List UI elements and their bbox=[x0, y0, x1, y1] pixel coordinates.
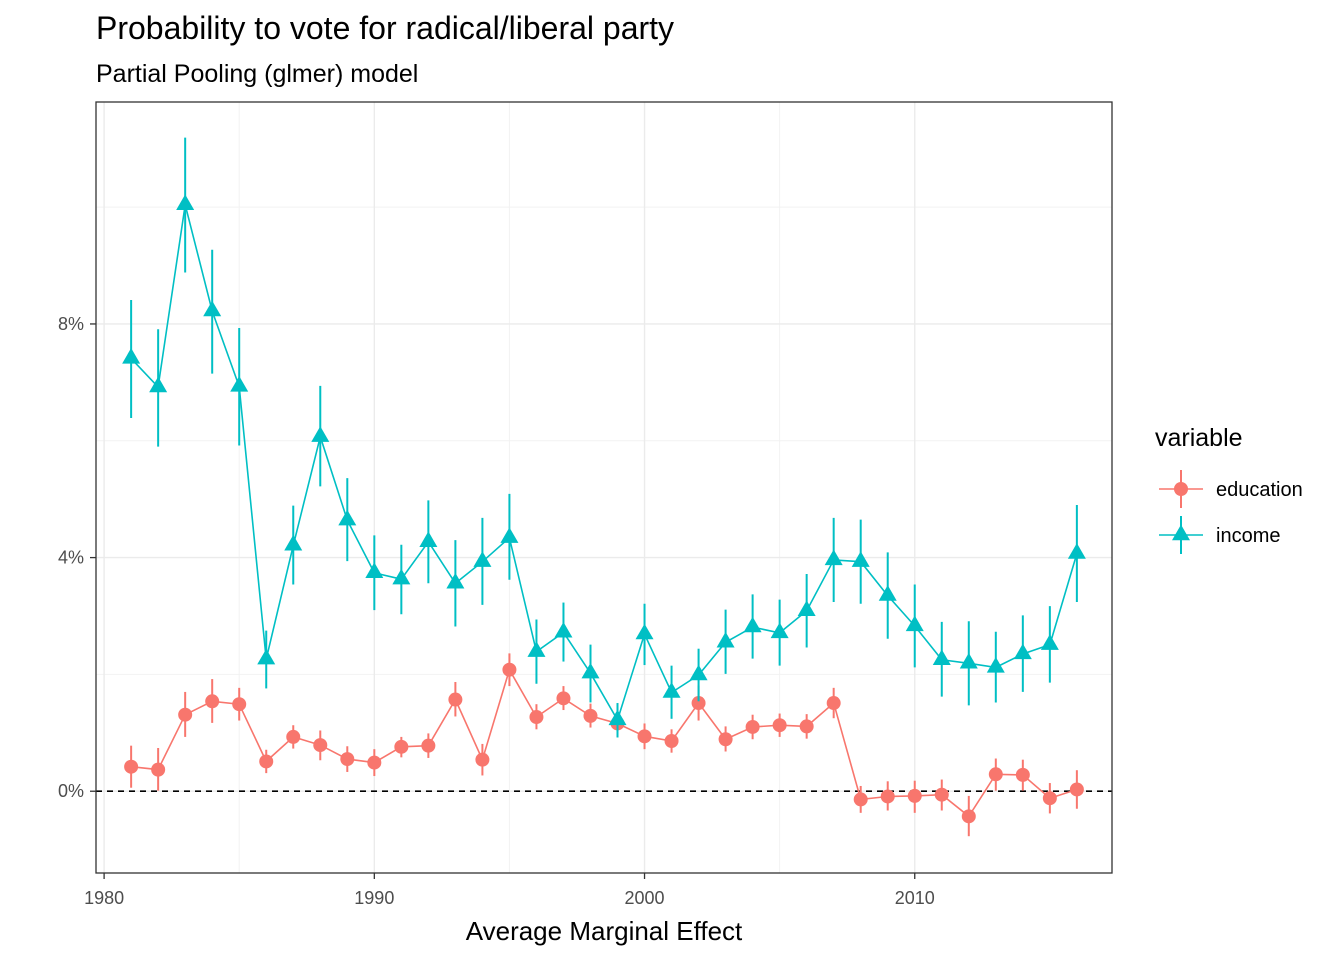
income-point bbox=[662, 682, 681, 698]
income-point bbox=[932, 649, 951, 666]
income-point bbox=[473, 551, 492, 567]
income-point bbox=[122, 348, 141, 364]
income-point bbox=[176, 194, 195, 210]
education-point bbox=[502, 662, 517, 677]
series-education bbox=[124, 653, 1084, 837]
education-point bbox=[745, 719, 760, 734]
education-point bbox=[826, 696, 841, 711]
income-point bbox=[1040, 634, 1059, 650]
income-point bbox=[365, 562, 384, 578]
education-point bbox=[664, 733, 679, 748]
legend-key-point bbox=[1172, 524, 1190, 541]
income-point bbox=[716, 631, 735, 648]
education-point bbox=[961, 809, 976, 824]
education-point bbox=[1015, 767, 1030, 782]
x-tick-label: 2000 bbox=[625, 888, 665, 908]
education-point bbox=[907, 788, 922, 803]
x-axis-title: Average Marginal Effect bbox=[466, 916, 743, 946]
education-point bbox=[124, 759, 139, 774]
axes: 0% 4% 8% 1980 1990 2000 2010 bbox=[58, 314, 935, 908]
legend-key-point bbox=[1174, 482, 1188, 496]
series-income bbox=[122, 137, 1086, 738]
income-point bbox=[905, 615, 924, 632]
income-point bbox=[500, 527, 519, 543]
income-point bbox=[392, 568, 411, 585]
education-point bbox=[880, 789, 895, 804]
income-point bbox=[959, 652, 978, 669]
education-point bbox=[529, 710, 544, 725]
income-point bbox=[770, 622, 789, 639]
y-tick-label: 8% bbox=[58, 314, 84, 334]
education-point bbox=[151, 762, 166, 777]
education-point bbox=[367, 755, 382, 770]
income-point bbox=[419, 531, 438, 548]
income-point bbox=[446, 572, 465, 589]
education-point bbox=[1042, 791, 1057, 806]
income-point bbox=[689, 664, 708, 681]
income-point bbox=[986, 657, 1005, 673]
income-point bbox=[878, 585, 897, 601]
income-point bbox=[824, 549, 843, 566]
education-point bbox=[799, 719, 814, 734]
y-tick-label: 4% bbox=[58, 548, 84, 568]
legend-label: education bbox=[1216, 479, 1303, 501]
series-layer bbox=[122, 137, 1086, 837]
education-point bbox=[1069, 782, 1084, 797]
legend-title: variable bbox=[1155, 424, 1243, 452]
education-point bbox=[421, 738, 436, 753]
education-point bbox=[394, 739, 409, 754]
x-tick-label: 1990 bbox=[354, 888, 394, 908]
education-point bbox=[205, 694, 220, 709]
income-point bbox=[743, 616, 762, 633]
education-point bbox=[340, 752, 355, 767]
income-line bbox=[130, 204, 1078, 722]
education-point bbox=[259, 754, 274, 769]
education-point bbox=[448, 692, 463, 707]
x-tick-label: 2010 bbox=[895, 888, 935, 908]
income-point bbox=[149, 376, 168, 393]
income-point bbox=[635, 623, 654, 640]
income-point bbox=[338, 509, 357, 526]
education-point bbox=[583, 708, 598, 723]
income-point bbox=[203, 300, 222, 317]
education-point bbox=[637, 729, 652, 744]
income-point bbox=[1067, 543, 1086, 559]
income-point bbox=[311, 426, 330, 442]
education-point bbox=[475, 752, 490, 767]
education-point bbox=[988, 767, 1003, 782]
y-tick-label: 0% bbox=[58, 781, 84, 801]
panel-border bbox=[95, 101, 1113, 874]
education-point bbox=[718, 732, 733, 747]
income-point bbox=[851, 551, 870, 567]
education-point bbox=[556, 691, 571, 706]
education-point bbox=[178, 707, 193, 722]
income-point bbox=[581, 662, 600, 679]
income-point bbox=[1013, 643, 1032, 660]
income-point bbox=[554, 621, 573, 638]
income-point bbox=[257, 648, 276, 665]
education-point bbox=[691, 696, 706, 711]
legend-label: income bbox=[1216, 525, 1280, 547]
income-point bbox=[230, 376, 249, 392]
income-point bbox=[284, 534, 303, 551]
income-point bbox=[527, 641, 546, 657]
education-point bbox=[232, 697, 247, 712]
education-point bbox=[934, 787, 949, 802]
education-point bbox=[313, 738, 328, 753]
legend-item-education: education bbox=[1159, 470, 1303, 508]
legend-item-income: income bbox=[1159, 516, 1280, 554]
education-point bbox=[772, 718, 787, 733]
chart-title: Probability to vote for radical/liberal … bbox=[96, 10, 675, 46]
x-tick-label: 1980 bbox=[84, 888, 124, 908]
chart-subtitle: Partial Pooling (glmer) model bbox=[96, 60, 419, 88]
income-point bbox=[797, 600, 816, 616]
education-point bbox=[853, 792, 868, 807]
income-point bbox=[608, 709, 627, 726]
education-point bbox=[286, 729, 301, 744]
legend: variable education income bbox=[1155, 424, 1303, 554]
